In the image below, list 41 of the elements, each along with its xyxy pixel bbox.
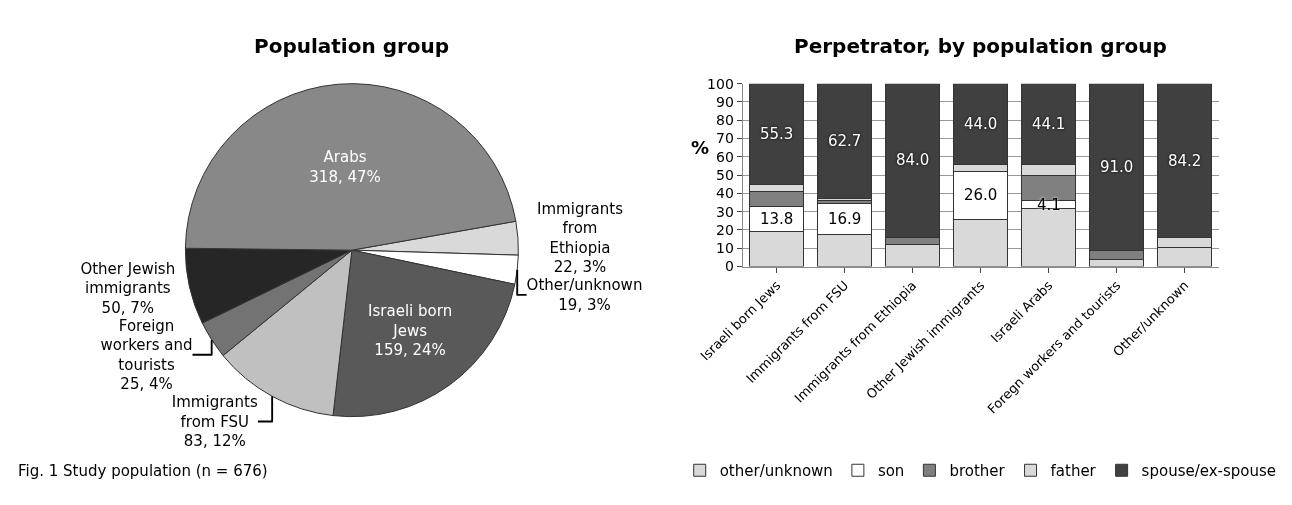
y-axis-title: % <box>691 137 710 158</box>
data-label: 19, 3% <box>558 295 611 314</box>
y-tick-label: 60 <box>715 148 734 165</box>
data-label: 22, 3% <box>553 258 607 277</box>
legend-label: spouse/ex-spouse <box>1141 462 1277 481</box>
data-label: 83, 12% <box>183 432 246 451</box>
y-tick-label: 20 <box>715 221 734 238</box>
legend-label: other/unknown <box>719 462 833 481</box>
data-label: 84.0 <box>896 151 930 169</box>
data-label: 91.0 <box>1100 158 1134 176</box>
chart-title: Population group <box>254 34 450 58</box>
y-tick-label: 80 <box>715 112 734 129</box>
y-tick-label: 30 <box>715 203 734 220</box>
data-label: 16.9 <box>828 210 862 228</box>
slice-label: Immigrants from FSU <box>171 393 258 431</box>
slice-label: Arabs <box>323 148 367 167</box>
y-tick-label: 90 <box>715 93 734 110</box>
y-tick-label: 40 <box>715 185 734 202</box>
caption: Fig. 1 Study population (n = 676) <box>18 462 268 480</box>
data-label: 55.3 <box>760 125 794 143</box>
y-tick-label: 50 <box>715 167 734 184</box>
data-label: 44.0 <box>964 115 998 133</box>
data-label: 318, 47% <box>309 167 381 186</box>
slice-label: Foreign workers and tourists <box>100 316 193 374</box>
data-label: 26.0 <box>964 186 998 204</box>
y-tick-label: 70 <box>715 130 734 147</box>
data-label: 159, 24% <box>374 341 446 360</box>
slice-label: Immigrants from Ethiopia <box>537 199 624 257</box>
data-label: 84.2 <box>1168 152 1202 170</box>
legend-label: son <box>877 462 905 481</box>
data-label: 62.7 <box>828 132 862 150</box>
data-label: 25, 4% <box>120 375 173 394</box>
chart-title: Perpetrator, by population group <box>794 34 1167 58</box>
data-label: 44.1 <box>1032 115 1066 133</box>
y-tick-label: 0 <box>724 258 734 275</box>
data-label: 50, 7% <box>101 298 154 317</box>
legend-label: brother <box>949 462 1006 481</box>
data-label: 13.8 <box>760 210 794 228</box>
y-tick-label: 100 <box>707 75 734 92</box>
legend-label: father <box>1050 462 1097 481</box>
y-tick-label: 10 <box>715 240 734 257</box>
